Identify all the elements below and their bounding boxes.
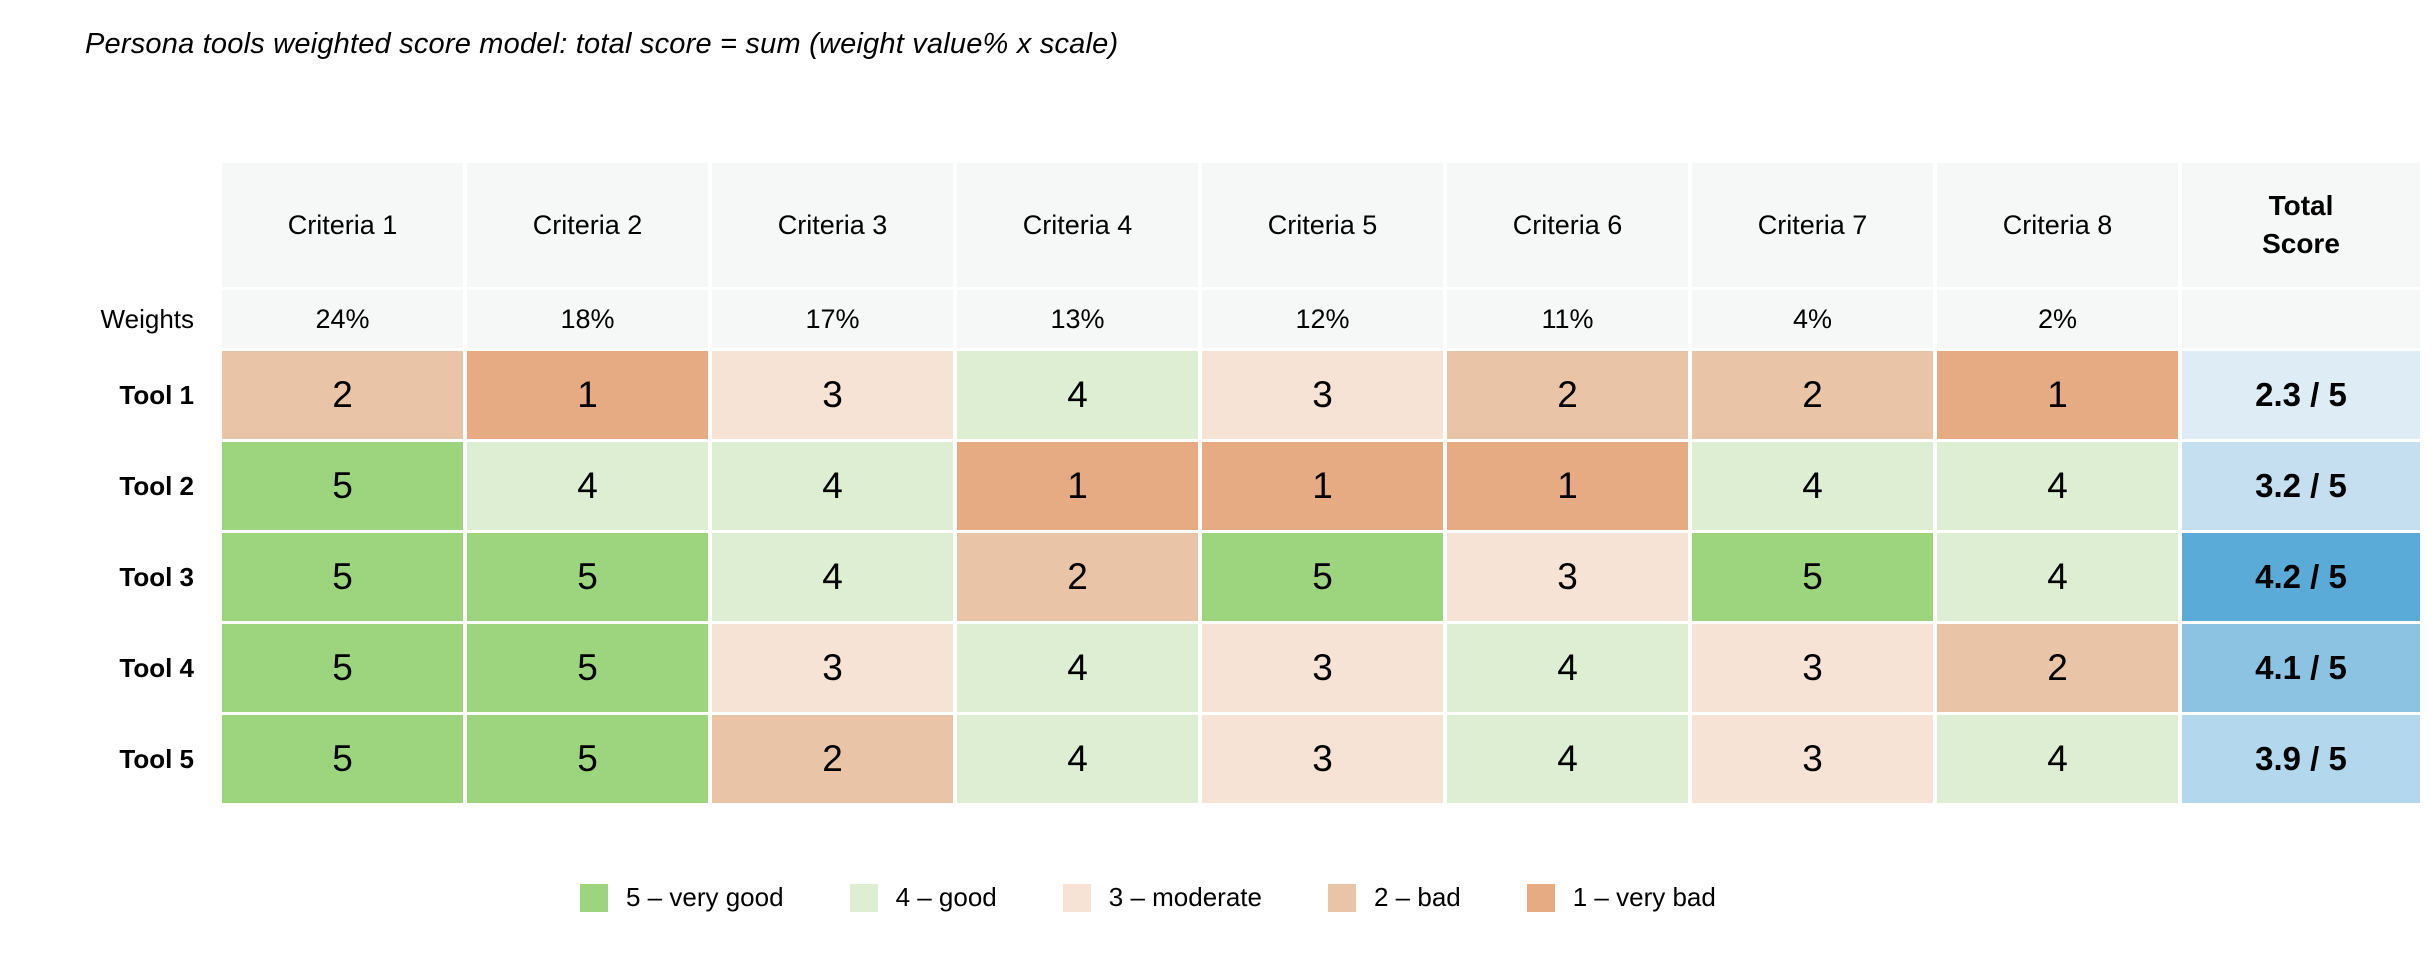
score-cell: 2 xyxy=(712,715,953,803)
weight-total-empty-cell xyxy=(2182,290,2420,348)
legend-item-1-very-bad: 1 – very bad xyxy=(1526,882,1716,913)
legend-swatch-bad xyxy=(1328,883,1356,912)
weights-row-label: Weights xyxy=(34,290,218,348)
score-cell: 4 xyxy=(957,715,1198,803)
corner-cell xyxy=(34,163,218,287)
score-cell: 4 xyxy=(1937,442,2178,530)
score-cell: 5 xyxy=(222,624,463,712)
score-cell: 1 xyxy=(1202,442,1443,530)
score-cell: 5 xyxy=(222,442,463,530)
column-header-criteria-7: Criteria 7 xyxy=(1692,163,1933,287)
total-score-header: Total Score xyxy=(2182,163,2420,287)
table-row-tool-1: Tool 1 2 1 3 4 3 2 2 1 2.3 / 5 xyxy=(34,351,2420,439)
legend-item-2-bad: 2 – bad xyxy=(1328,882,1461,913)
score-cell: 2 xyxy=(1692,351,1933,439)
score-cell: 3 xyxy=(1202,351,1443,439)
legend-item-5-very-good: 5 – very good xyxy=(580,882,784,913)
total-score-cell: 4.1 / 5 xyxy=(2182,624,2420,712)
legend-label: 3 – moderate xyxy=(1108,882,1262,912)
legend-label: 5 – very good xyxy=(626,882,784,912)
score-cell: 2 xyxy=(1447,351,1688,439)
score-cell: 5 xyxy=(222,533,463,621)
score-cell: 4 xyxy=(957,351,1198,439)
score-cell: 4 xyxy=(1937,533,2178,621)
weight-cell: 24% xyxy=(222,290,463,348)
score-cell: 5 xyxy=(1202,533,1443,621)
score-cell: 2 xyxy=(1937,624,2178,712)
column-header-criteria-3: Criteria 3 xyxy=(712,163,953,287)
tool-row-label: Tool 3 xyxy=(34,533,218,621)
score-cell: 3 xyxy=(712,351,953,439)
score-cell: 5 xyxy=(222,715,463,803)
legend-label: 4 – good xyxy=(895,882,997,912)
legend-label: 1 – very bad xyxy=(1572,882,1716,912)
score-cell: 3 xyxy=(712,624,953,712)
legend-swatch-moderate xyxy=(1062,883,1091,912)
total-score-cell: 3.2 / 5 xyxy=(2182,442,2420,530)
tool-row-label: Tool 4 xyxy=(34,624,218,712)
score-cell: 3 xyxy=(1692,715,1933,803)
weight-cell: 11% xyxy=(1447,290,1688,348)
score-cell: 2 xyxy=(222,351,463,439)
table-row-tool-3: Tool 3 5 5 4 2 5 3 5 4 4.2 / 5 xyxy=(34,533,2420,621)
weight-cell: 13% xyxy=(957,290,1198,348)
legend: 5 – very good 4 – good 3 – moderate 2 – … xyxy=(580,882,1716,913)
column-header-criteria-1: Criteria 1 xyxy=(222,163,463,287)
score-cell: 3 xyxy=(1447,533,1688,621)
legend-item-4-good: 4 – good xyxy=(849,882,997,913)
score-cell: 4 xyxy=(712,533,953,621)
table-row-tool-4: Tool 4 5 5 3 4 3 4 3 2 4.1 / 5 xyxy=(34,624,2420,712)
score-cell: 4 xyxy=(1447,624,1688,712)
weight-cell: 18% xyxy=(467,290,708,348)
score-cell: 3 xyxy=(1202,715,1443,803)
score-cell: 1 xyxy=(467,351,708,439)
score-cell: 4 xyxy=(712,442,953,530)
tool-row-label: Tool 5 xyxy=(34,715,218,803)
score-cell: 1 xyxy=(1937,351,2178,439)
score-cell: 5 xyxy=(467,715,708,803)
page-title: Persona tools weighted score model: tota… xyxy=(85,28,1119,60)
header-row: Criteria 1 Criteria 2 Criteria 3 Criteri… xyxy=(34,163,2420,287)
score-cell: 4 xyxy=(1447,715,1688,803)
weights-row: Weights 24% 18% 17% 13% 12% 11% 4% 2% xyxy=(34,290,2420,348)
scores-table: Criteria 1 Criteria 2 Criteria 3 Criteri… xyxy=(30,160,2424,806)
table-row-tool-2: Tool 2 5 4 4 1 1 1 4 4 3.2 / 5 xyxy=(34,442,2420,530)
legend-swatch-very-good xyxy=(580,883,608,912)
tool-row-label: Tool 2 xyxy=(34,442,218,530)
score-cell: 3 xyxy=(1202,624,1443,712)
column-header-criteria-4: Criteria 4 xyxy=(957,163,1198,287)
score-cell: 5 xyxy=(1692,533,1933,621)
score-cell: 4 xyxy=(957,624,1198,712)
legend-swatch-very-bad xyxy=(1526,883,1555,912)
column-header-criteria-8: Criteria 8 xyxy=(1937,163,2178,287)
column-header-criteria-6: Criteria 6 xyxy=(1447,163,1688,287)
weight-cell: 17% xyxy=(712,290,953,348)
total-score-cell: 2.3 / 5 xyxy=(2182,351,2420,439)
total-score-cell: 3.9 / 5 xyxy=(2182,715,2420,803)
score-cell: 3 xyxy=(1692,624,1933,712)
score-cell: 1 xyxy=(957,442,1198,530)
score-cell: 5 xyxy=(467,624,708,712)
score-cell: 4 xyxy=(1937,715,2178,803)
score-cell: 2 xyxy=(957,533,1198,621)
score-cell: 5 xyxy=(467,533,708,621)
column-header-criteria-5: Criteria 5 xyxy=(1202,163,1443,287)
total-score-cell: 4.2 / 5 xyxy=(2182,533,2420,621)
tool-row-label: Tool 1 xyxy=(34,351,218,439)
legend-swatch-good xyxy=(849,883,878,912)
weight-cell: 4% xyxy=(1692,290,1933,348)
column-header-criteria-2: Criteria 2 xyxy=(467,163,708,287)
table-row-tool-5: Tool 5 5 5 2 4 3 4 3 4 3.9 / 5 xyxy=(34,715,2420,803)
legend-item-3-moderate: 3 – moderate xyxy=(1062,882,1262,913)
weight-cell: 2% xyxy=(1937,290,2178,348)
weight-cell: 12% xyxy=(1202,290,1443,348)
score-cell: 1 xyxy=(1447,442,1688,530)
score-cell: 4 xyxy=(1692,442,1933,530)
score-cell: 4 xyxy=(467,442,708,530)
legend-label: 2 – bad xyxy=(1374,882,1461,912)
